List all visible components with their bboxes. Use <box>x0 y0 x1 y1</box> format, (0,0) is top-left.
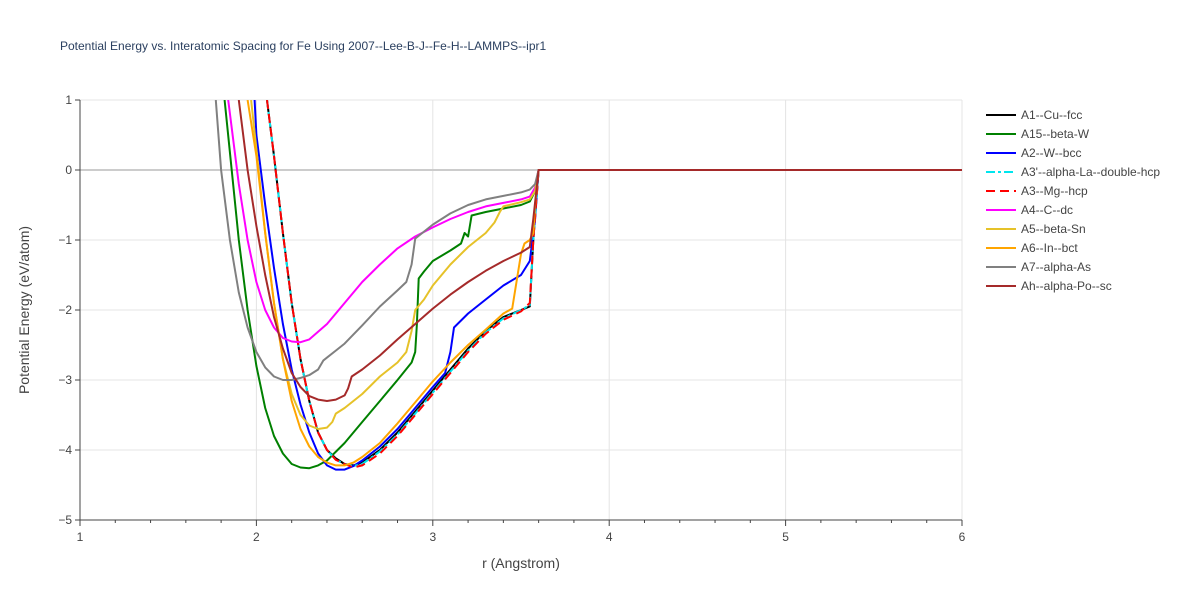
legend-label: A15--beta-W <box>1021 127 1090 141</box>
axes: 1 2 3 4 5 6 1 0 −1 −2 −3 −4 −5 <box>58 93 965 544</box>
legend-item-ah-alpha-po-sc[interactable]: Ah--alpha-Po--sc <box>986 279 1112 293</box>
chart-title: Potential Energy vs. Interatomic Spacing… <box>60 39 546 53</box>
legend-label: A5--beta-Sn <box>1021 222 1086 236</box>
y-tick-label: −1 <box>58 233 72 247</box>
legend-label: A6--In--bct <box>1021 241 1078 255</box>
x-tick-label: 6 <box>959 530 966 544</box>
x-tick-label: 2 <box>253 530 260 544</box>
legend-item-a3-alpha-la-double-hcp[interactable]: A3'--alpha-La--double-hcp <box>986 165 1160 179</box>
y-tick-label: −3 <box>58 373 72 387</box>
series-line-a7-alpha-as <box>214 100 962 381</box>
x-tick-label: 3 <box>429 530 436 544</box>
x-tick-label: 1 <box>77 530 84 544</box>
legend-label: A1--Cu--fcc <box>1021 108 1082 122</box>
legend-item-a1-cu-fcc[interactable]: A1--Cu--fcc <box>986 108 1082 122</box>
series-line-a15-beta-w <box>223 100 962 470</box>
y-axis-title: Potential Energy (eV/atom) <box>16 226 32 394</box>
series-line-a6-in-bct <box>246 100 962 467</box>
y-tick-label: 1 <box>65 93 72 107</box>
legend-label: Ah--alpha-Po--sc <box>1021 279 1112 293</box>
y-tick-label: 0 <box>65 163 72 177</box>
legend-label: A4--C--dc <box>1021 203 1073 217</box>
legend-item-a4-c-dc[interactable]: A4--C--dc <box>986 203 1073 217</box>
series-line-a4-c-dc <box>227 100 962 344</box>
legend-label: A3--Mg--hcp <box>1021 184 1088 198</box>
series-line-a5-beta-sn <box>250 100 962 430</box>
legend-label: A3'--alpha-La--double-hcp <box>1021 165 1160 179</box>
y-tick-label: −4 <box>58 443 72 457</box>
legend-item-a3-mg-hcp[interactable]: A3--Mg--hcp <box>986 184 1088 198</box>
series-line-a3-alpha-la-double-hcp <box>266 100 962 468</box>
legend-item-a6-in-bct[interactable]: A6--In--bct <box>986 241 1078 255</box>
legend-label: A2--W--bcc <box>1021 146 1081 160</box>
x-tick-label: 5 <box>782 530 789 544</box>
plot-area <box>214 100 962 471</box>
legend-item-a5-beta-sn[interactable]: A5--beta-Sn <box>986 222 1086 236</box>
legend[interactable]: A1--Cu--fcc A15--beta-W A2--W--bcc A3'--alp… <box>986 108 1160 293</box>
legend-item-a2-w-bcc[interactable]: A2--W--bcc <box>986 146 1081 160</box>
x-axis-title: r (Angstrom) <box>482 555 560 571</box>
y-tick-label: −5 <box>58 513 72 527</box>
y-tick-label: −2 <box>58 303 72 317</box>
x-tick-label: 4 <box>606 530 613 544</box>
series-line-a2-w-bcc <box>253 100 962 471</box>
series-line-ah-alpha-po-sc <box>237 100 962 402</box>
legend-item-a7-alpha-as[interactable]: A7--alpha-As <box>986 260 1091 274</box>
series-line-a3-mg-hcp <box>266 100 962 469</box>
legend-label: A7--alpha-As <box>1021 260 1091 274</box>
legend-item-a15-beta-w[interactable]: A15--beta-W <box>986 127 1090 141</box>
